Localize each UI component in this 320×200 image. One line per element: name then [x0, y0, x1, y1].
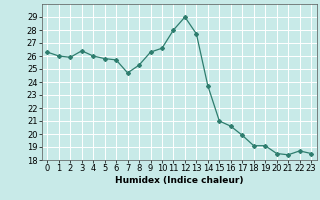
X-axis label: Humidex (Indice chaleur): Humidex (Indice chaleur) [115, 176, 244, 185]
